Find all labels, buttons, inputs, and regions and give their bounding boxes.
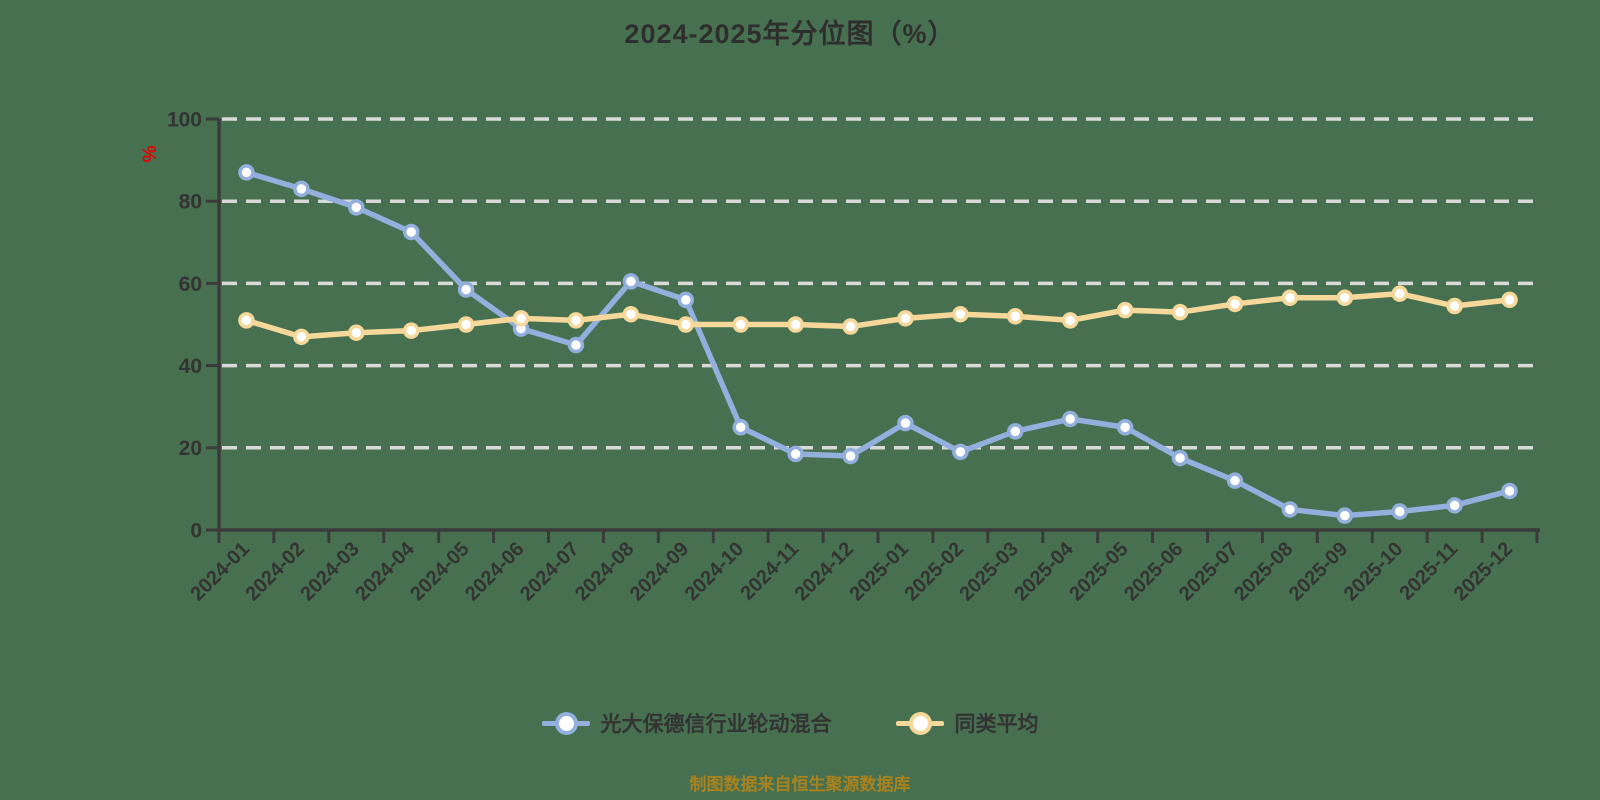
data-point <box>402 223 420 241</box>
data-point <box>402 322 420 339</box>
fund-series-marker-icon <box>541 711 590 735</box>
series-line <box>243 169 1513 519</box>
y-tick-label: 0 <box>190 519 202 542</box>
data-point <box>1116 419 1134 436</box>
x-tick-label: 2025-04 <box>1010 537 1078 605</box>
x-tick-label: 2024-09 <box>626 538 693 605</box>
x-tick-label: 2024-05 <box>406 538 473 605</box>
data-point <box>1171 449 1189 467</box>
data-point <box>622 273 640 290</box>
data-point <box>1501 291 1518 309</box>
data-point <box>348 324 365 341</box>
data-point <box>842 447 859 465</box>
x-tick-label: 2024-08 <box>571 538 638 605</box>
chart-title: 2024-2025年分位图（%） <box>624 19 956 49</box>
x-tick-label: 2024-02 <box>241 538 308 605</box>
data-point <box>1061 410 1079 428</box>
average-series-marker-icon <box>895 711 944 735</box>
data-point <box>1446 497 1463 514</box>
data-point <box>732 316 749 333</box>
data-point <box>677 316 695 333</box>
data-point <box>897 414 914 432</box>
x-tick-label: 2024-12 <box>791 538 858 605</box>
x-tick-label: 2025-10 <box>1340 538 1407 605</box>
data-point <box>1391 503 1408 520</box>
data-point <box>1446 297 1463 315</box>
data-point <box>622 305 640 323</box>
data-point <box>842 318 859 335</box>
series-fund <box>238 164 1518 524</box>
x-tick-label: 2024-04 <box>351 537 419 605</box>
x-tick-label: 2025-03 <box>955 538 1022 605</box>
chart-canvas: 0 20 40 60 80 100 2024-012024-022024-032024-04… <box>167 108 1540 605</box>
x-axis-ticks <box>217 530 1539 543</box>
x-tick-label: 2025-11 <box>1395 538 1462 605</box>
data-point <box>952 305 969 323</box>
data-source-note: 制图数据来自恒生聚源数据库 <box>689 775 911 794</box>
data-point <box>293 328 310 346</box>
y-gridlines <box>222 117 1537 450</box>
data-point <box>1007 423 1024 440</box>
data-point <box>1281 289 1299 307</box>
data-point <box>1281 501 1299 518</box>
data-point <box>457 281 475 298</box>
data-point <box>1336 289 1354 307</box>
data-point <box>1007 308 1024 325</box>
x-tick-label: 2024-07 <box>516 538 583 605</box>
x-tick-label: 2025-09 <box>1285 538 1352 605</box>
percentile-line-chart: 0 20 40 60 80 100 2024-01 2024-02 2024-03 2024-04… <box>167 108 1540 605</box>
x-tick-label: 2025-02 <box>900 538 967 605</box>
x-tick-label: 2024-03 <box>296 538 363 605</box>
data-point <box>1061 312 1079 329</box>
y-tick-label: 80 <box>179 191 202 214</box>
x-tick-label: 2025-07 <box>1175 538 1242 605</box>
data-point <box>897 310 914 327</box>
x-tick-label: 2024-11 <box>736 538 803 605</box>
x-axis-labels: 2024-012024-022024-032024-042024-052024-… <box>187 537 1518 605</box>
x-tick-label: 2024-06 <box>461 538 528 605</box>
data-point <box>1226 472 1244 489</box>
data-point <box>952 443 969 461</box>
legend: 光大保德信行业轮动混合 同类平均 <box>0 708 1580 738</box>
x-tick-label: 2025-01 <box>846 538 913 605</box>
y-tick-label: 100 <box>167 108 202 131</box>
series-average <box>238 285 1518 346</box>
x-tick-label: 2025-06 <box>1120 538 1187 605</box>
x-tick-label: 2025-08 <box>1230 538 1297 605</box>
data-point <box>457 316 475 333</box>
legend-item-average[interactable]: 同类平均 <box>895 708 1039 738</box>
data-point <box>567 312 585 329</box>
data-point <box>1336 507 1354 524</box>
data-point <box>348 199 365 216</box>
data-point <box>677 291 695 309</box>
data-point <box>787 445 804 463</box>
data-point <box>1116 301 1134 319</box>
x-tick-label: 2024-10 <box>681 538 748 605</box>
data-point <box>238 312 255 329</box>
data-point <box>238 164 255 181</box>
legend-item-fund[interactable]: 光大保德信行业轮动混合 <box>541 708 832 738</box>
legend-label-average: 同类平均 <box>954 713 1039 736</box>
y-axis-labels: 0 20 40 60 80 100 <box>167 108 202 542</box>
data-point <box>512 310 530 327</box>
data-point <box>567 336 585 354</box>
y-tick-label: 20 <box>179 437 202 460</box>
y-axis-ticks <box>206 117 219 532</box>
x-tick-label: 2024-01 <box>187 538 254 605</box>
data-point <box>293 180 310 198</box>
data-point <box>1501 482 1518 500</box>
data-point <box>1391 285 1408 302</box>
data-point <box>732 419 749 436</box>
data-point <box>1226 295 1244 313</box>
y-tick-label: 40 <box>179 355 202 378</box>
legend-label-fund: 光大保德信行业轮动混合 <box>600 713 832 736</box>
x-tick-label: 2025-12 <box>1450 538 1517 605</box>
data-point <box>787 316 804 333</box>
x-tick-label: 2025-05 <box>1065 538 1132 605</box>
y-tick-label: 60 <box>179 273 202 296</box>
data-point <box>1171 303 1189 321</box>
series-line <box>243 290 1513 340</box>
